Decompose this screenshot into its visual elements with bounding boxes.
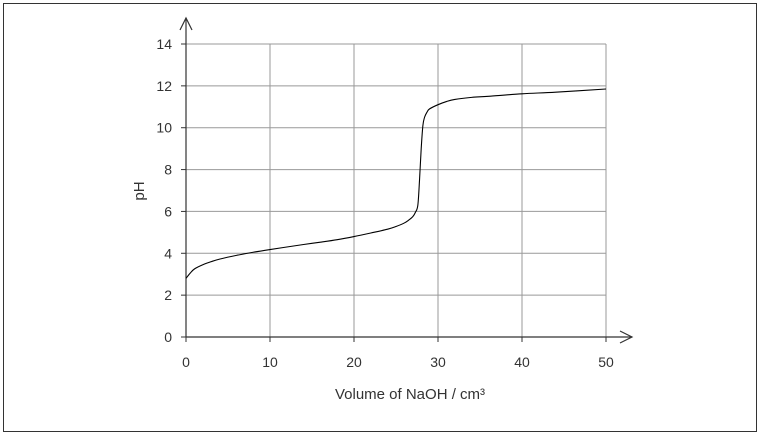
- grid: [186, 43, 607, 337]
- y-tick-label: 12: [156, 78, 172, 94]
- titration-curve: [185, 88, 607, 279]
- x-tick-labels: 0 10 20 30 40 50: [182, 354, 614, 370]
- y-tick-label: 8: [164, 162, 172, 178]
- y-tick-label: 6: [164, 203, 172, 219]
- x-tick-label: 10: [262, 354, 278, 370]
- y-tick-label: 14: [156, 36, 172, 52]
- x-axis-arrow: [619, 330, 634, 344]
- x-tick-label: 50: [598, 354, 614, 370]
- y-tick-label: 10: [156, 120, 172, 136]
- y-axis-label: pH: [131, 181, 148, 200]
- y-axis-arrow: [179, 16, 193, 31]
- x-tick-label: 30: [430, 354, 446, 370]
- x-tick-label: 20: [346, 354, 362, 370]
- x-axis-label: Volume of NaOH / cm³: [335, 386, 485, 403]
- x-tick-label: 0: [182, 354, 190, 370]
- y-tick-label: 4: [164, 245, 172, 261]
- chart-frame: [3, 3, 757, 432]
- y-tick-label: 2: [164, 287, 172, 303]
- axes: [179, 16, 634, 344]
- y-tick-labels: 0 2 4 6 8 10 12 14: [156, 36, 172, 345]
- y-tick-label: 0: [164, 329, 172, 345]
- x-tick-label: 40: [514, 354, 530, 370]
